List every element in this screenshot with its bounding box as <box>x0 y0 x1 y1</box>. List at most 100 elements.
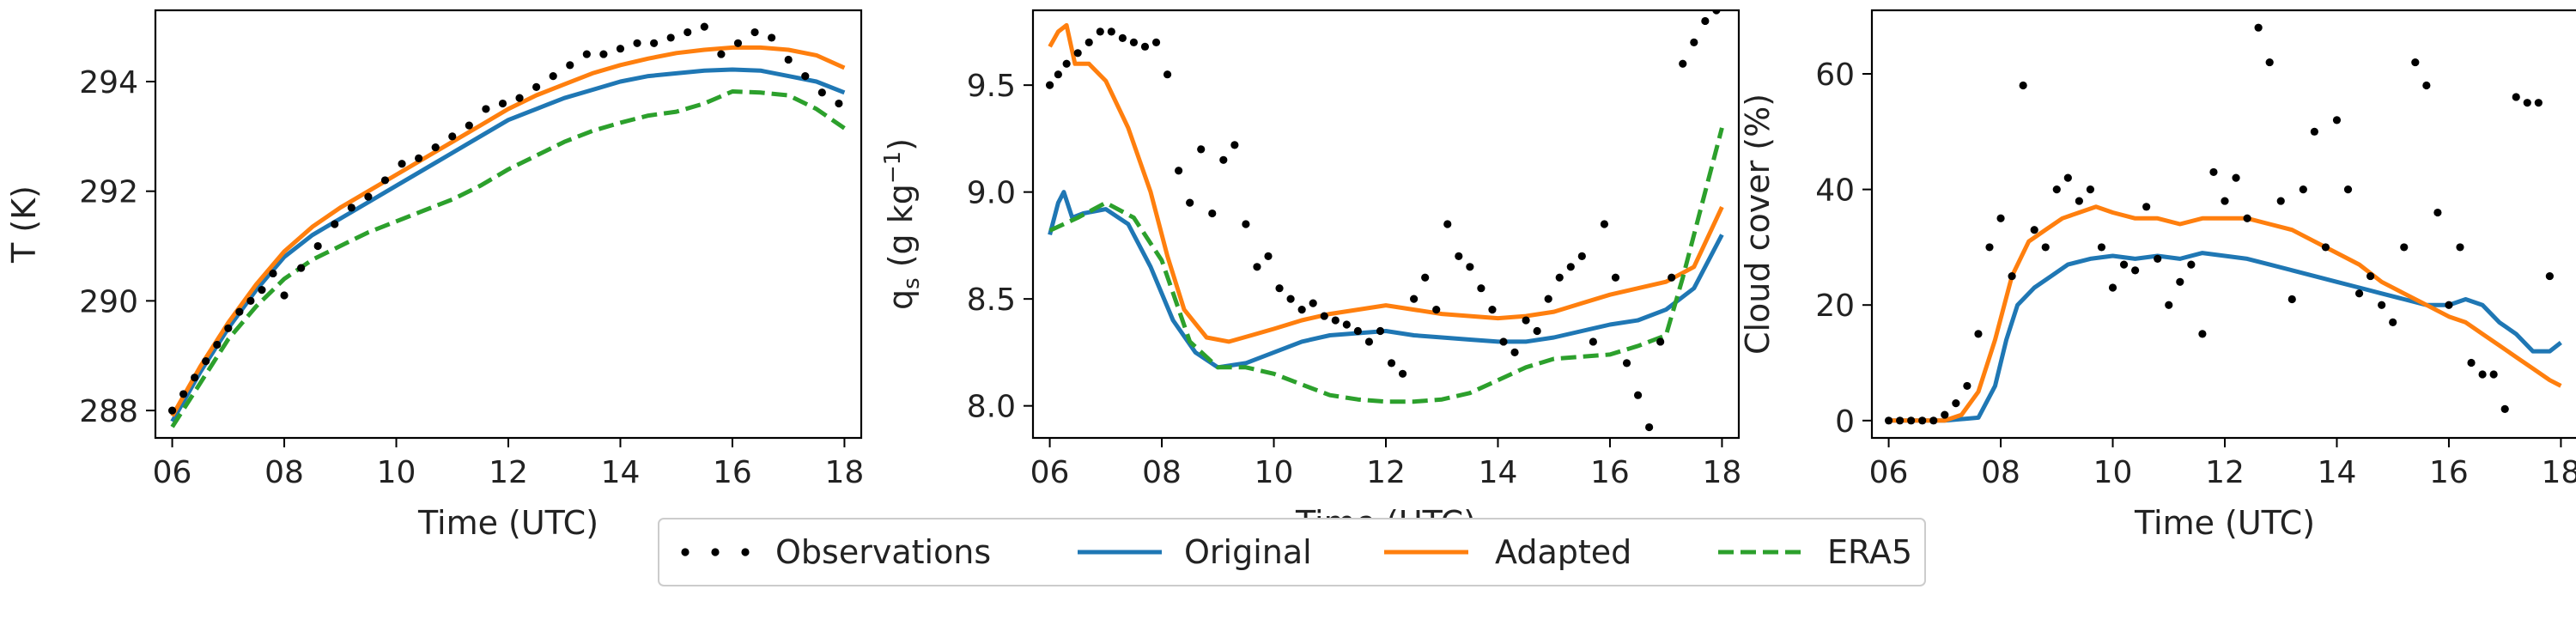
x-tick-label: 14 <box>1479 455 1518 490</box>
y-tick-label: 290 <box>79 284 138 319</box>
observation-point <box>2119 260 2129 269</box>
observation-point <box>750 27 759 37</box>
observation-point <box>213 340 222 349</box>
plot-area <box>1045 10 1724 432</box>
observation-point <box>768 33 776 42</box>
observation-point <box>2456 243 2464 252</box>
observation-point <box>1353 326 1362 336</box>
observation-point <box>2366 271 2375 281</box>
observation-point <box>566 61 574 70</box>
observation-point <box>1219 155 1228 164</box>
observation-point <box>1690 38 1698 46</box>
y-tick-label: 20 <box>1815 289 1855 324</box>
observation-point <box>1952 399 1960 408</box>
observation-point <box>1208 209 1217 218</box>
observation-point <box>1331 316 1340 325</box>
observation-point <box>1410 295 1419 303</box>
x-tick-label: 12 <box>489 455 528 490</box>
x-tick-label: 12 <box>2205 455 2245 490</box>
observation-point <box>817 88 826 97</box>
observation-point <box>1918 416 1927 425</box>
observation-point <box>2478 370 2487 379</box>
observation-point <box>2411 58 2420 67</box>
observation-point <box>380 176 390 185</box>
observation-point <box>2299 185 2307 194</box>
observation-point <box>549 72 557 81</box>
observation-point <box>1432 306 1441 314</box>
y-tick-label: 40 <box>1815 173 1855 209</box>
observation-point <box>1297 306 1306 314</box>
observation-point <box>280 291 289 300</box>
observation-point <box>650 39 659 47</box>
x-tick-label: 16 <box>1590 455 1630 490</box>
observation-point <box>2008 271 2016 281</box>
observation-point <box>2422 81 2431 90</box>
observation-point <box>2075 197 2083 205</box>
observation-point <box>1129 38 1139 46</box>
observation-point <box>297 264 306 272</box>
observation-point <box>1589 337 1597 346</box>
x-tick-label: 08 <box>1981 455 2020 490</box>
observation-point <box>717 50 726 58</box>
observation-point <box>1096 27 1104 36</box>
observation-point <box>2041 243 2050 252</box>
observation-point <box>532 82 541 91</box>
x-tick-label: 18 <box>2542 455 2576 490</box>
observation-point <box>191 374 199 382</box>
observation-point <box>269 269 277 278</box>
observation-point <box>2154 254 2162 263</box>
observation-point <box>1230 141 1239 149</box>
observation-point <box>2265 58 2274 67</box>
observation-point <box>2187 260 2196 269</box>
axes-frame <box>154 9 863 440</box>
observation-point <box>2052 185 2061 194</box>
observation-point <box>1151 38 1161 46</box>
observation-point <box>2378 301 2386 309</box>
observation-point <box>1054 70 1062 79</box>
observation-point <box>1477 284 1485 293</box>
observation-point <box>2232 173 2240 182</box>
observation-point <box>1242 220 1250 228</box>
observation-point <box>1701 16 1710 26</box>
x-tick-label: 06 <box>1030 455 1070 490</box>
observation-point <box>633 39 641 47</box>
legend-item-observations: Observations <box>681 533 991 571</box>
observation-point <box>1197 145 1206 154</box>
observation-point <box>1974 330 1983 338</box>
observation-point <box>1488 306 1497 314</box>
observation-point <box>246 296 255 305</box>
y-axis-label: T (K) <box>5 185 43 264</box>
x-tick-label: 08 <box>264 455 304 490</box>
observation-point <box>313 241 322 251</box>
y-tick-label: 9.5 <box>967 69 1016 104</box>
observation-point <box>482 105 490 113</box>
observation-point <box>2400 243 2409 252</box>
observation-point <box>465 121 473 130</box>
observation-point <box>2142 203 2151 211</box>
observation-point <box>616 45 625 53</box>
observation-point <box>331 220 339 228</box>
observation-point <box>2389 318 2397 327</box>
observation-point <box>1679 59 1687 68</box>
observation-point <box>179 390 188 398</box>
observation-point <box>258 286 266 295</box>
observation-point <box>1175 167 1183 175</box>
observation-point <box>1985 243 1994 252</box>
observation-point <box>1566 263 1575 271</box>
observation-point <box>1633 391 1643 399</box>
observation-point <box>1555 273 1564 282</box>
series-line-original <box>1048 190 1724 370</box>
observation-point <box>1376 326 1385 336</box>
observation-point <box>1264 252 1273 260</box>
observation-point <box>1364 337 1374 346</box>
x-tick-label: 06 <box>153 455 192 490</box>
observation-point <box>2512 93 2520 101</box>
legend-marker <box>681 548 690 556</box>
series-observations <box>1884 23 2554 425</box>
observation-point <box>1466 263 1474 271</box>
observation-point <box>1668 273 1676 282</box>
observation-point <box>2489 370 2498 379</box>
observation-point <box>498 99 507 108</box>
